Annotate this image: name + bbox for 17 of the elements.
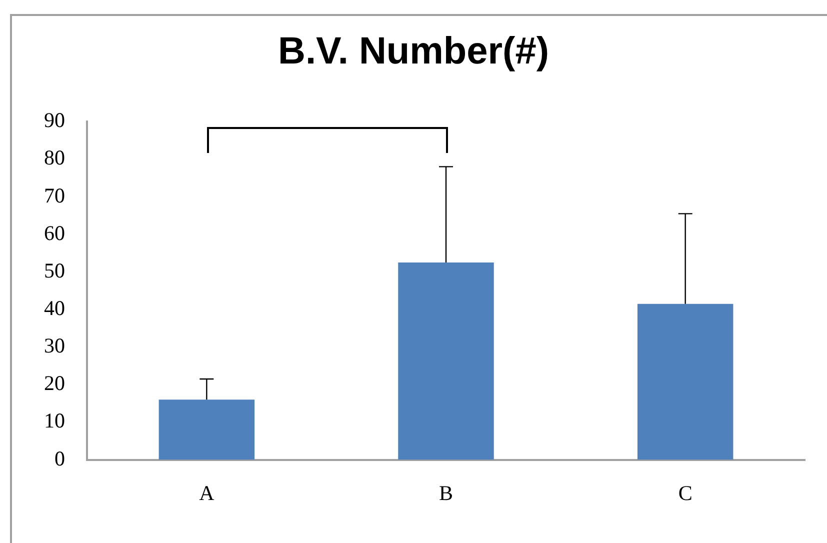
y-tick-label: 90: [44, 108, 65, 132]
y-tick-label: 50: [44, 258, 65, 282]
y-tick-label: 60: [44, 220, 65, 245]
y-tick-label: 70: [44, 183, 65, 208]
x-tick-label: B: [438, 480, 454, 505]
y-tick-label: 80: [44, 146, 65, 170]
bar: [158, 400, 255, 460]
bar: [637, 304, 734, 460]
y-tick-label: 40: [44, 296, 65, 320]
y-tick-label: 20: [44, 371, 65, 396]
y-tick-label: 0: [54, 446, 65, 470]
x-tick-label: A: [199, 480, 216, 505]
x-tick-label: C: [678, 480, 692, 505]
bar: [398, 262, 494, 460]
chart-title: B.V. Number(#): [278, 30, 549, 72]
y-tick-label: 10: [44, 408, 65, 433]
y-tick-label: 30: [44, 334, 65, 358]
